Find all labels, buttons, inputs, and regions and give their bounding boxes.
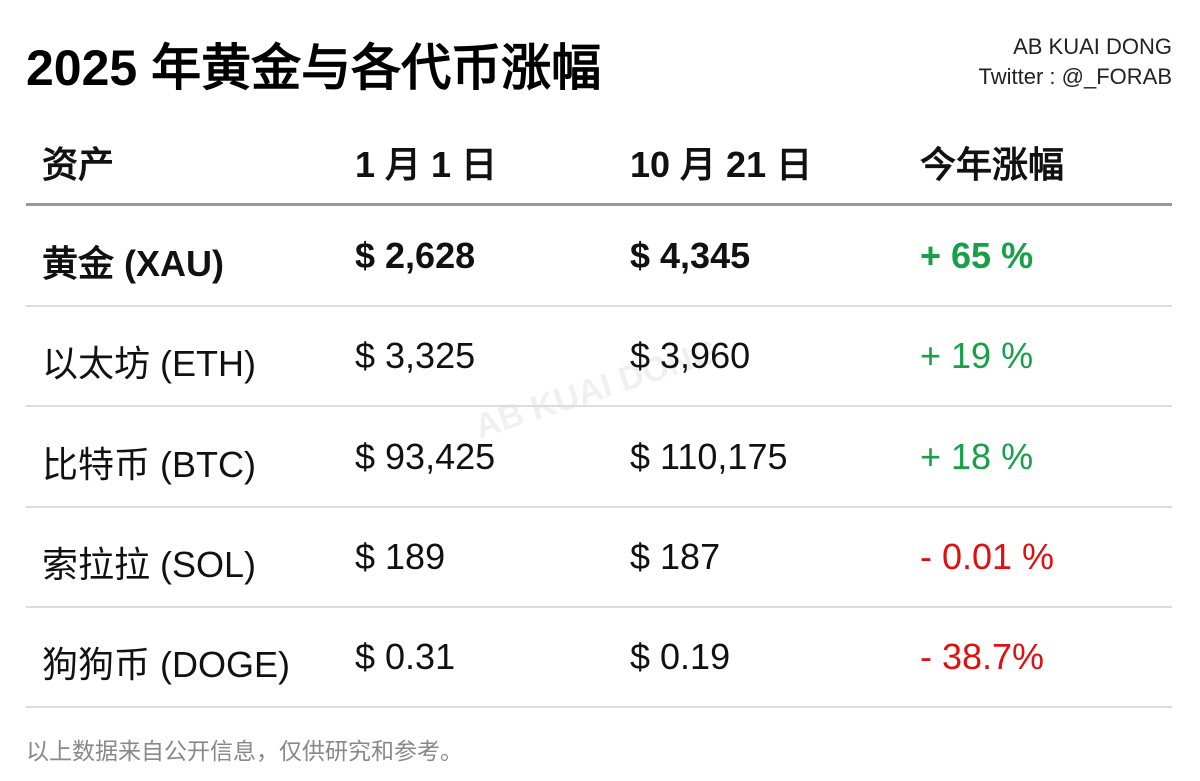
price-cell: $ 110,175 <box>630 435 788 477</box>
header-rule <box>26 203 1172 206</box>
column-header: 10 月 21 日 <box>630 144 813 185</box>
price-cell: $ 189 <box>355 535 446 577</box>
row-separator <box>26 305 1172 307</box>
price-cell: $ 3,325 <box>355 335 476 377</box>
change-cell: - 38.7% <box>920 636 1045 678</box>
price-cell: $ 93,425 <box>355 435 496 477</box>
asset-name: 黄金 (XAU) <box>42 243 224 284</box>
change-cell: + 19 % <box>920 335 1034 377</box>
credit: Twitter : @_FORAB <box>978 64 1172 89</box>
asset-name: 以太坊 (ETH) <box>42 343 256 385</box>
asset-name: 狗狗币 (DOGE) <box>42 644 290 686</box>
change-cell: - 0.01 % <box>920 535 1055 577</box>
credit: AB KUAI DONG <box>1013 34 1172 59</box>
asset-name: 比特币 (BTC) <box>42 443 256 485</box>
asset-name: 索拉拉 (SOL) <box>42 543 257 585</box>
row-separator <box>26 405 1172 408</box>
column-header: 资产 <box>42 144 115 185</box>
row-separator <box>26 605 1172 608</box>
change-cell: + 18 % <box>920 435 1034 477</box>
price-cell: $ 187 <box>630 535 721 577</box>
price-cell: $ 3,960 <box>630 335 751 377</box>
price-cell: $ 0.19 <box>630 636 731 678</box>
row-separator <box>26 505 1172 508</box>
title: 2025 年黄金与各代币涨幅 <box>26 40 602 96</box>
column-header: 1 月 1 日 <box>355 144 498 185</box>
price-cell: $ 0.31 <box>355 636 456 678</box>
footer-note: 以上数据来自公开信息，仅供研究和参考。 <box>26 738 463 764</box>
change-cell: + 65 % <box>920 235 1034 276</box>
row-separator <box>26 706 1172 709</box>
price-cell: $ 4,345 <box>630 235 751 276</box>
price-cell: $ 2,628 <box>355 235 476 276</box>
column-header: 今年涨幅 <box>920 144 1065 185</box>
